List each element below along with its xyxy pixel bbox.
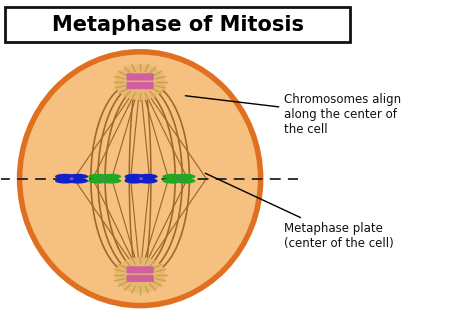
Ellipse shape [88, 178, 109, 184]
FancyBboxPatch shape [127, 73, 154, 80]
FancyBboxPatch shape [127, 266, 154, 273]
FancyBboxPatch shape [127, 82, 154, 89]
Ellipse shape [137, 174, 158, 179]
Ellipse shape [125, 174, 145, 179]
Ellipse shape [68, 178, 88, 184]
Ellipse shape [68, 174, 88, 179]
Ellipse shape [37, 71, 243, 287]
Ellipse shape [101, 178, 121, 184]
FancyBboxPatch shape [127, 275, 154, 282]
Ellipse shape [88, 174, 109, 179]
Circle shape [70, 177, 73, 180]
Ellipse shape [125, 178, 145, 184]
Ellipse shape [101, 174, 121, 179]
Circle shape [125, 71, 156, 93]
Ellipse shape [162, 178, 182, 184]
Ellipse shape [175, 178, 195, 184]
Ellipse shape [55, 174, 75, 179]
Ellipse shape [137, 178, 158, 184]
Circle shape [177, 177, 181, 180]
Text: Metaphase plate
(center of the cell): Metaphase plate (center of the cell) [205, 173, 394, 250]
Circle shape [116, 65, 164, 99]
Ellipse shape [55, 178, 75, 184]
Text: Chromosomes align
along the center of
the cell: Chromosomes align along the center of th… [185, 93, 401, 136]
Ellipse shape [19, 52, 261, 306]
Ellipse shape [175, 174, 195, 179]
Circle shape [116, 258, 164, 292]
Circle shape [125, 264, 156, 286]
Ellipse shape [162, 174, 182, 179]
Circle shape [103, 177, 107, 180]
FancyBboxPatch shape [5, 7, 350, 42]
Circle shape [139, 177, 143, 180]
Text: Metaphase of Mitosis: Metaphase of Mitosis [52, 15, 304, 35]
